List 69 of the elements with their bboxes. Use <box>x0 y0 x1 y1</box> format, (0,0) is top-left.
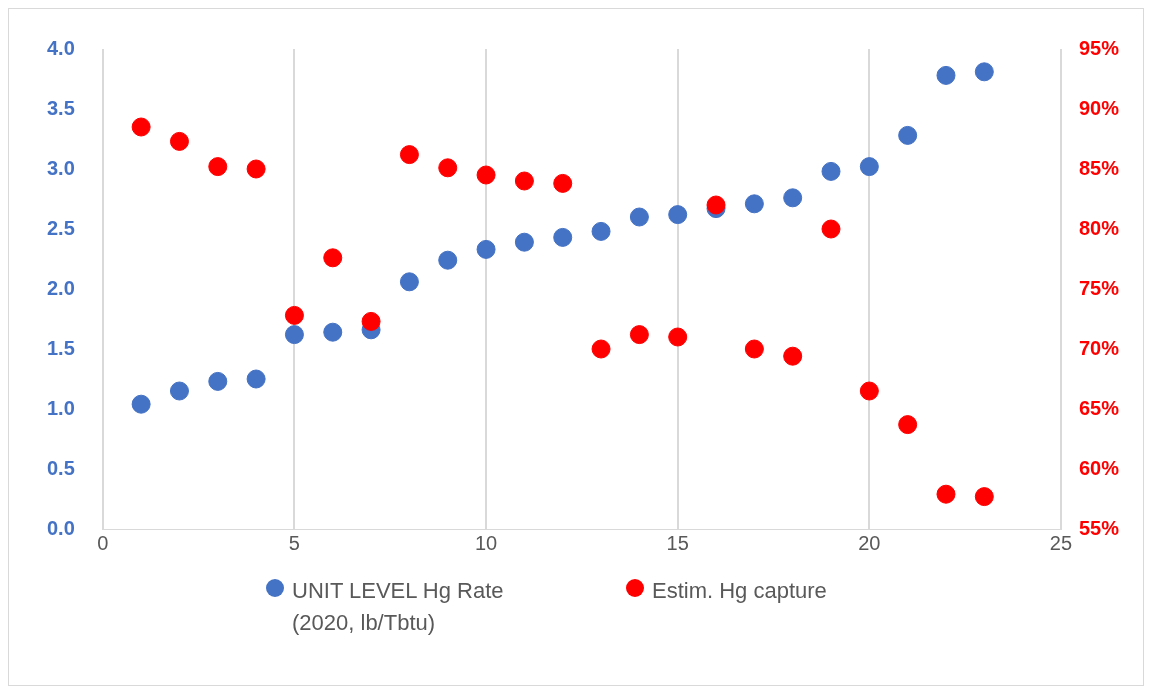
point <box>629 207 649 227</box>
y-tick-label: 0.5 <box>46 456 75 479</box>
point <box>744 194 764 214</box>
point <box>246 369 266 389</box>
x-tick-label: 15 <box>666 531 689 554</box>
point <box>361 311 381 331</box>
y2-tick-label: 60% <box>1078 456 1120 479</box>
y2-tick-label: 80% <box>1078 216 1120 239</box>
point <box>208 371 228 391</box>
y-tick-label: 2.0 <box>46 276 75 299</box>
point <box>553 173 573 193</box>
legend-label: Estim. Hg capture <box>652 577 827 605</box>
point <box>744 339 764 359</box>
y-tick-label: 2.5 <box>46 216 75 239</box>
legend-label: UNIT LEVEL Hg Rate (2020, lb/Tbtu) <box>292 577 505 637</box>
y-tick-label: 1.0 <box>46 396 75 419</box>
y2-tick-label: 65% <box>1078 396 1120 419</box>
point <box>668 205 688 225</box>
point <box>821 219 841 239</box>
point <box>323 248 343 268</box>
y2-tick-label: 90% <box>1078 96 1120 119</box>
y-tick-label: 1.5 <box>46 336 75 359</box>
point <box>514 171 534 191</box>
y-tick-label: 3.5 <box>46 96 75 119</box>
point <box>131 394 151 414</box>
y-tick-label: 3.0 <box>46 156 75 179</box>
point <box>284 305 304 325</box>
point <box>936 65 956 85</box>
point <box>783 346 803 366</box>
point <box>974 487 994 507</box>
point <box>438 158 458 178</box>
point <box>476 165 496 185</box>
point <box>629 325 649 345</box>
point <box>591 221 611 241</box>
y2-tick-label: 75% <box>1078 276 1120 299</box>
x-tick-label: 0 <box>97 531 109 554</box>
point <box>208 157 228 177</box>
point <box>859 381 879 401</box>
point <box>246 159 266 179</box>
y2-tick-label: 55% <box>1078 516 1120 539</box>
point <box>553 227 573 247</box>
point <box>399 145 419 165</box>
point <box>591 339 611 359</box>
point <box>514 232 534 252</box>
point <box>898 125 918 145</box>
x-tick-label: 20 <box>858 531 881 554</box>
point <box>131 117 151 137</box>
point <box>438 250 458 270</box>
point <box>821 161 841 181</box>
point <box>936 484 956 504</box>
y2-tick-label: 95% <box>1078 36 1120 59</box>
point <box>169 381 189 401</box>
point <box>323 322 343 342</box>
y2-tick-label: 85% <box>1078 156 1120 179</box>
x-tick-label: 25 <box>1049 531 1073 554</box>
x-tick-label: 10 <box>474 531 498 554</box>
y-tick-label: 0.0 <box>46 516 75 539</box>
point <box>974 62 994 82</box>
point <box>668 327 688 347</box>
point <box>859 157 879 177</box>
point <box>284 325 304 345</box>
point <box>898 415 918 435</box>
point <box>476 239 496 259</box>
y2-tick-label: 70% <box>1078 336 1120 359</box>
point <box>783 188 803 208</box>
point <box>399 272 419 292</box>
y-tick-label: 4.0 <box>46 36 75 59</box>
x-tick-label: 5 <box>288 531 300 554</box>
point <box>169 131 189 151</box>
